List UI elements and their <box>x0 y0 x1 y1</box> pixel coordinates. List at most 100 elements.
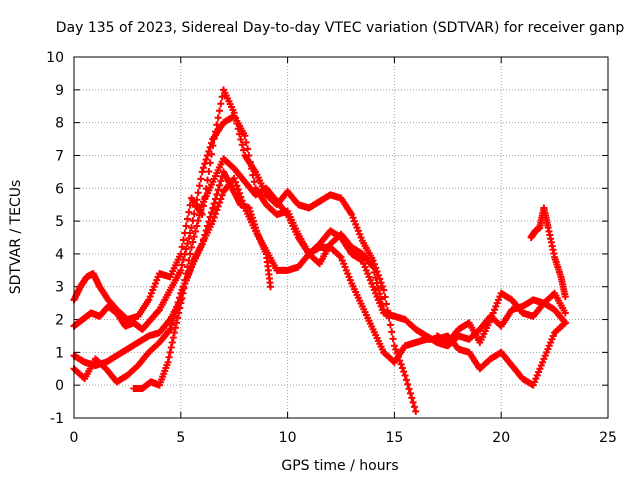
data-point <box>190 233 198 241</box>
data-point <box>154 307 162 315</box>
data-point <box>194 217 202 225</box>
data-point <box>204 151 211 159</box>
data-series <box>433 289 569 347</box>
data-point <box>561 293 569 301</box>
data-point <box>195 182 203 190</box>
data-point <box>202 227 210 235</box>
data-point <box>412 407 420 415</box>
data-point <box>404 380 412 388</box>
data-point <box>213 190 221 198</box>
data-point <box>198 168 206 176</box>
data-point <box>392 345 400 353</box>
grid-lines <box>74 57 608 418</box>
data-point <box>201 231 209 239</box>
y-tick-label: 1 <box>55 345 64 361</box>
data-series <box>130 168 275 392</box>
data-point <box>189 238 197 246</box>
data-point <box>217 177 225 185</box>
data-point <box>164 358 172 366</box>
data-point <box>212 195 220 203</box>
data-point <box>561 309 569 317</box>
data-point <box>177 266 185 274</box>
data-series <box>70 155 569 369</box>
data-point <box>197 206 205 214</box>
data-point <box>381 293 389 301</box>
y-tick-label: 6 <box>55 181 64 197</box>
data-point <box>193 222 201 230</box>
data-point <box>246 158 254 166</box>
data-point <box>197 175 205 183</box>
data-point <box>165 353 173 361</box>
data-point <box>216 107 224 115</box>
y-tick-label: 5 <box>55 214 64 230</box>
data-point <box>217 100 225 108</box>
data-point <box>212 210 220 218</box>
data-point <box>194 189 202 197</box>
data-point <box>168 339 176 347</box>
data-point <box>176 304 184 312</box>
data-point <box>204 222 211 230</box>
data-point <box>178 294 186 302</box>
data-point <box>244 145 252 153</box>
y-axis-label: SDTVAR / TECUs <box>8 180 24 295</box>
data-series <box>70 174 569 389</box>
data-point <box>233 182 241 190</box>
data-point <box>376 275 384 283</box>
data-point <box>248 165 256 173</box>
data-point <box>369 263 377 271</box>
data-point <box>232 178 240 186</box>
data-point <box>370 268 378 276</box>
data-point <box>190 210 198 218</box>
data-point <box>179 289 187 297</box>
data-point <box>210 199 218 207</box>
data-point <box>409 398 417 406</box>
data-point <box>397 360 405 368</box>
data-point <box>187 224 195 232</box>
data-point <box>204 176 211 184</box>
data-point <box>171 324 179 332</box>
data-point <box>408 394 416 402</box>
x-tick-label: 0 <box>70 430 79 446</box>
x-axis-label: GPS time / hours <box>281 458 398 474</box>
data-point <box>398 364 406 372</box>
data-point <box>199 164 207 172</box>
data-point <box>208 208 216 216</box>
data-point <box>374 284 382 292</box>
y-tick-label: 8 <box>55 116 64 132</box>
data-point <box>187 243 195 251</box>
y-tick-label: -1 <box>50 411 64 427</box>
data-points <box>70 86 569 415</box>
y-tick-label: 3 <box>55 280 64 296</box>
data-point <box>240 146 248 154</box>
data-point <box>182 222 190 230</box>
data-point <box>178 243 186 251</box>
data-point <box>173 319 181 327</box>
data-point <box>191 203 199 211</box>
plot-frame <box>73 56 609 419</box>
data-point <box>183 240 191 248</box>
data-point <box>205 167 213 175</box>
data-point <box>216 181 224 189</box>
data-point <box>177 299 185 307</box>
data-point <box>209 204 217 212</box>
data-point <box>169 316 177 324</box>
data-point <box>179 236 187 244</box>
chart-title: Day 135 of 2023, Sidereal Day-to-day VTE… <box>56 20 625 36</box>
data-point <box>402 376 410 384</box>
data-point <box>178 261 186 269</box>
data-point <box>401 371 409 379</box>
data-point <box>267 283 275 291</box>
data-point <box>166 348 174 356</box>
data-point <box>206 143 214 151</box>
data-point <box>182 245 190 253</box>
x-tick-label: 5 <box>176 430 185 446</box>
data-point <box>201 160 209 168</box>
data-series <box>70 112 388 333</box>
data-point <box>175 309 183 317</box>
data-point <box>218 93 226 101</box>
y-tick-label: 9 <box>55 83 64 99</box>
data-point <box>206 213 214 221</box>
data-point <box>186 250 194 258</box>
data-point <box>195 211 203 219</box>
